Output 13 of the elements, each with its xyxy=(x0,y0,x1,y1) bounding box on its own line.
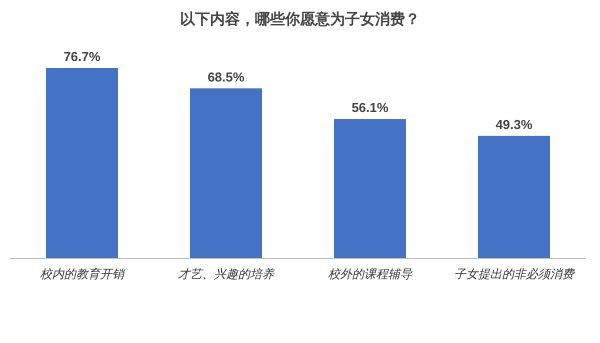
bar xyxy=(46,68,118,258)
bar xyxy=(334,119,406,258)
x-tick-label: 子女提出的非必须消费 xyxy=(454,267,575,281)
bar xyxy=(190,88,262,258)
data-label: 76.7% xyxy=(64,49,101,64)
x-tick-label: 校外的课程辅导 xyxy=(328,267,413,281)
data-label: 68.5% xyxy=(208,69,245,84)
data-label: 49.3% xyxy=(496,116,533,132)
bar xyxy=(478,136,550,258)
chart-title: 以下内容，哪些你愿意为子女消费？ xyxy=(180,10,420,28)
data-label: 56.1% xyxy=(352,100,389,116)
x-tick-label: 校内的教育开销 xyxy=(40,267,126,281)
x-tick-label: 才艺、兴趣的培养 xyxy=(178,267,276,281)
